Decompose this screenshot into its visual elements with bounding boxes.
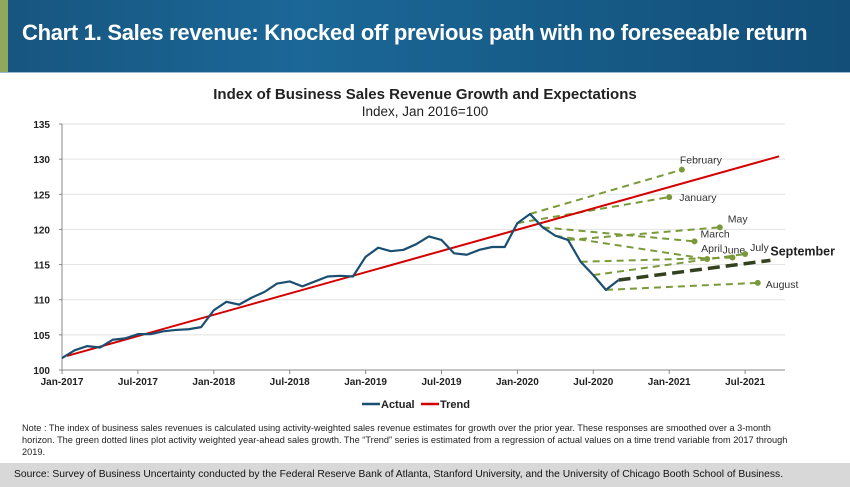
- header-accent: [0, 0, 8, 72]
- expectation-endpoint: [691, 238, 698, 245]
- x-tick-label: Jul-2018: [270, 377, 310, 388]
- trend-line: [66, 155, 780, 357]
- expectation-label-february: February: [680, 155, 723, 167]
- x-tick-label: Jan-2018: [192, 377, 235, 388]
- expectation-line-august: [605, 281, 758, 291]
- expectation-label-april: April: [701, 243, 722, 255]
- expectation-label-january: January: [679, 192, 717, 204]
- chart-subtitle: Index, Jan 2016=100: [362, 104, 488, 119]
- x-tick-label: Jul-2019: [421, 377, 461, 388]
- y-tick-label: 135: [33, 120, 50, 131]
- expectation-line-july: [593, 253, 746, 277]
- expectation-endpoint: [678, 166, 685, 173]
- page-title: Chart 1. Sales revenue: Knocked off prev…: [22, 20, 808, 45]
- expectation-label-july: July: [750, 242, 769, 254]
- header-banner: Chart 1. Sales revenue: Knocked off prev…: [0, 0, 850, 72]
- expectation-label-september: September: [770, 244, 835, 258]
- y-tick-label: 110: [34, 296, 51, 307]
- expectation-label-august: August: [766, 279, 799, 291]
- y-tick-label: 125: [33, 190, 50, 201]
- legend-label-trend: Trend: [440, 399, 470, 411]
- x-tick-label: Jan-2017: [41, 377, 84, 388]
- x-tick-label: Jan-2020: [496, 377, 539, 388]
- expectation-line-february: [529, 168, 683, 215]
- source-band: Source: Survey of Business Uncertainty c…: [0, 463, 850, 487]
- expectation-endpoint: [666, 194, 673, 201]
- expectation-line-january: [517, 196, 670, 225]
- expectation-line-may: [567, 226, 720, 241]
- chart-note: Note : The index of business sales reven…: [22, 423, 788, 457]
- expectation-label-june: June: [722, 245, 745, 257]
- header-divider: [0, 72, 850, 73]
- x-tick-label: Jan-2019: [344, 377, 387, 388]
- x-tick-label: Jul-2021: [725, 377, 765, 388]
- x-tick-label: Jul-2020: [573, 377, 613, 388]
- expectation-line-march: [542, 226, 695, 243]
- chart-title: Index of Business Sales Revenue Growth a…: [213, 86, 636, 103]
- y-tick-label: 130: [33, 155, 50, 166]
- x-tick-label: Jan-2021: [648, 377, 691, 388]
- expectation-endpoint: [742, 251, 749, 258]
- y-tick-label: 100: [33, 366, 50, 377]
- expectation-line-june: [580, 256, 733, 263]
- actual-line: [61, 212, 620, 359]
- expectation-label-march: March: [701, 228, 730, 240]
- y-tick-label: 105: [33, 331, 50, 342]
- source-text: Source: Survey of Business Uncertainty c…: [14, 469, 784, 480]
- expectation-line-september: [618, 258, 771, 282]
- expectation-label-may: May: [728, 213, 749, 225]
- x-tick-label: Jul-2017: [118, 377, 158, 388]
- expectation-endpoint: [716, 224, 723, 231]
- y-tick-label: 115: [34, 261, 51, 272]
- legend-label-actual: Actual: [381, 399, 415, 411]
- y-tick-label: 120: [33, 225, 50, 236]
- expectation-endpoint: [754, 279, 761, 286]
